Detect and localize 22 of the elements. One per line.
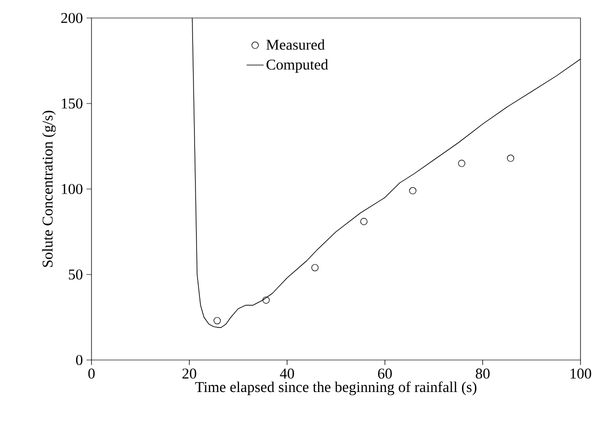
y-tick-label: 100 bbox=[62, 184, 82, 194]
point bbox=[458, 160, 466, 167]
point bbox=[506, 154, 514, 162]
y-tick-label: 0 bbox=[76, 354, 82, 366]
point bbox=[214, 317, 221, 324]
point bbox=[311, 264, 319, 272]
y-tick-label: 200 bbox=[61, 12, 82, 24]
y-tick-label: 150 bbox=[62, 98, 82, 109]
y-axis-title: Solute Concentration (g/s) bbox=[42, 110, 56, 267]
point bbox=[409, 187, 416, 194]
x-tick-label: 20 bbox=[182, 368, 196, 379]
x-tick-label: 100 bbox=[570, 368, 592, 379]
point bbox=[262, 296, 270, 304]
x-tick-label: 80 bbox=[476, 368, 490, 379]
y-tick-label: 50 bbox=[68, 269, 82, 280]
x-tick-label: 0 bbox=[88, 368, 95, 379]
x-tick-label: 40 bbox=[280, 368, 294, 379]
x-tick-label: 60 bbox=[378, 368, 392, 379]
x-axis-title: Time elapsed since the beginning of rainfall (s) bbox=[195, 381, 476, 396]
legend-label: Computed bbox=[266, 59, 328, 73]
legend-label: Measured bbox=[266, 39, 325, 50]
point bbox=[360, 218, 368, 226]
